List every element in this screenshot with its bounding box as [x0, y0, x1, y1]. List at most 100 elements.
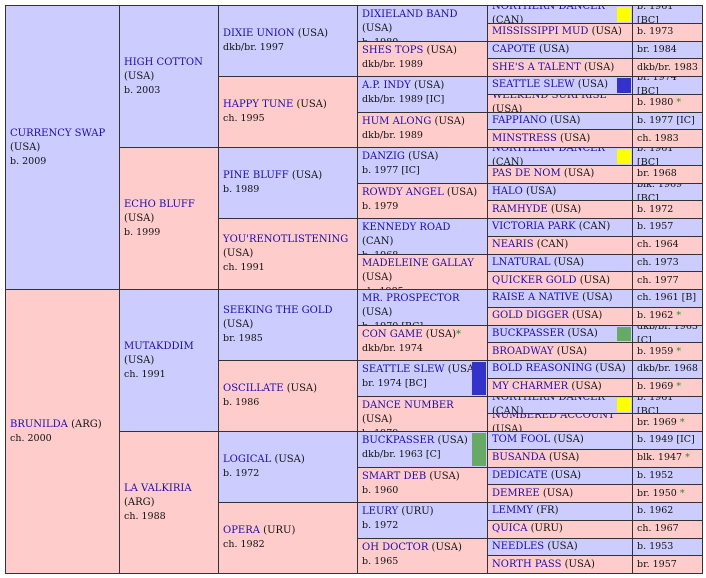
- horse-name-link[interactable]: QUICA: [492, 523, 528, 535]
- horse-name-link[interactable]: MUTAKDDIM: [124, 340, 194, 352]
- horse-name-link[interactable]: HUM ALONG: [362, 115, 432, 127]
- horse-country: (USA): [288, 170, 323, 181]
- horse-name-link[interactable]: VICTORIA PARK: [492, 221, 576, 233]
- horse-name-link[interactable]: NEEDLES: [492, 540, 545, 552]
- horse-name-link[interactable]: RAISE A NATIVE: [492, 292, 579, 304]
- horse-info-line: b. 1972: [637, 203, 698, 217]
- horse-name-link[interactable]: HAPPY TUNE: [223, 99, 294, 110]
- horse-name-link[interactable]: PINE BLUFF: [223, 170, 289, 181]
- g5-horse-name-cell: DEDICATE (USA): [487, 466, 633, 486]
- horse-name-link[interactable]: DEMREE: [492, 487, 540, 499]
- horse-name-link[interactable]: NORTH PASS: [492, 558, 562, 570]
- horse-info: b. 2009: [10, 155, 47, 167]
- horse-info: blk. 1947: [637, 452, 683, 464]
- g4-horse-cell: MADELEINE GALLAY (USA)ch. 1985: [357, 253, 488, 290]
- horse-info-line: br. 1968: [637, 167, 698, 181]
- horse-name-link[interactable]: WEEKEND SURPRISE: [492, 93, 607, 102]
- horse-name-link[interactable]: DANZIG: [362, 151, 405, 162]
- horse-name-link[interactable]: NEARIS: [492, 239, 534, 251]
- horse-name-link[interactable]: MINSTRESS: [492, 132, 557, 144]
- horse-info: b. 1973: [637, 26, 674, 38]
- horse-name-link[interactable]: BOLD REASONING: [492, 363, 593, 375]
- horse-info: b. 1962: [637, 505, 674, 517]
- horse-name-link[interactable]: LOGICAL: [223, 454, 272, 465]
- horse-name-link[interactable]: PAS DE NOM: [492, 168, 561, 180]
- horse-name-link[interactable]: BUSANDA: [492, 452, 546, 464]
- g5-horse-info-cell: ch. 1964: [632, 235, 703, 255]
- horse-name-link[interactable]: LEMMY: [492, 505, 534, 517]
- horse-name-link[interactable]: CAPOTE: [492, 43, 536, 55]
- horse-name-link[interactable]: OPERA: [223, 525, 260, 536]
- horse-info: b. 1972: [223, 468, 260, 479]
- horse-name-link[interactable]: LNATURAL: [492, 256, 551, 268]
- g5-horse-info-cell: br. 1984: [632, 40, 703, 60]
- horse-name-link[interactable]: SEATTLE SLEW: [362, 364, 445, 375]
- horse-info: dkb/br. 1983: [637, 61, 698, 73]
- horse-name-line: OSCILLATE (USA): [223, 382, 353, 396]
- horse-name-link[interactable]: KENNEDY ROAD: [362, 222, 451, 233]
- horse-name-link[interactable]: DEDICATE: [492, 469, 548, 481]
- horse-name-link[interactable]: SEATTLE SLEW: [492, 79, 575, 91]
- horse-name-link[interactable]: NORTHERN DANCER: [492, 147, 605, 155]
- g5-horse-info-cell: ch. 1983: [632, 129, 703, 148]
- horse-name-link[interactable]: FAPPIANO: [492, 114, 547, 126]
- horse-info-line: b. 1961 [BC]: [637, 6, 698, 23]
- horse-name-link[interactable]: BRUNILDA: [10, 418, 68, 430]
- horse-name-link[interactable]: QUICKER GOLD: [492, 274, 577, 286]
- horse-name-link[interactable]: SMART DEB: [362, 470, 427, 482]
- horse-country: (USA): [556, 132, 591, 144]
- horse-info-line: br. 1974 [BC]: [637, 77, 698, 94]
- horse-country: (USA): [294, 28, 329, 39]
- horse-name-link[interactable]: SHES TOPS: [362, 44, 424, 56]
- horse-name-link[interactable]: MADELEINE GALLAY: [362, 257, 474, 269]
- horse-name-link[interactable]: SEEKING THE GOLD: [223, 305, 333, 316]
- horse-name-link[interactable]: SHE'S A TALENT: [492, 61, 581, 73]
- horse-country: (USA): [547, 203, 582, 215]
- horse-name-line: FAPPIANO (USA): [492, 114, 628, 128]
- horse-name-link[interactable]: HIGH COTTON: [124, 56, 203, 68]
- g5-horse-info-cell: blk. 1947 *: [632, 448, 703, 468]
- horse-name-link[interactable]: MISSISSIPPI MUD: [492, 26, 589, 38]
- horse-name-link[interactable]: NUMBERED ACCOUNT: [492, 413, 615, 421]
- horse-name-link[interactable]: DIXIELAND BAND: [362, 9, 458, 20]
- horse-name-line: HIGH COTTON (USA): [124, 56, 214, 84]
- horse-name-link[interactable]: A.P. INDY: [362, 80, 411, 91]
- horse-name-link[interactable]: OSCILLATE: [223, 383, 284, 394]
- horse-name-link[interactable]: MY CHARMER: [492, 381, 569, 393]
- horse-country: (USA): [564, 327, 598, 339]
- horse-info: ch. 1995: [223, 113, 265, 124]
- horse-name-link[interactable]: DANCE NUMBER: [362, 399, 454, 411]
- horse-name-link[interactable]: LA VALKIRIA: [124, 482, 192, 494]
- g4-horse-cell: DANCE NUMBER (USA)b. 1979: [357, 395, 488, 432]
- g5-horse-name-cell: HALO (USA): [487, 182, 633, 202]
- horse-name-link[interactable]: GOLD DIGGER: [492, 310, 569, 322]
- horse-name-link[interactable]: NORTHERN DANCER: [492, 395, 605, 403]
- horse-name-link[interactable]: MR. PROSPECTOR: [362, 293, 460, 304]
- horse-name-line: LNATURAL (USA): [492, 256, 628, 270]
- g5-horse-name-cell: MISSISSIPPI MUD (USA): [487, 22, 633, 42]
- horse-name-link[interactable]: CURRENCY SWAP: [10, 127, 106, 139]
- horse-country: (USA): [362, 271, 393, 283]
- horse-name-link[interactable]: BUCKPASSER: [492, 327, 565, 339]
- horse-name-link[interactable]: NORTHERN DANCER: [492, 5, 605, 13]
- horse-name-link[interactable]: ECHO BLUFF: [124, 198, 195, 210]
- g5-horse-name-cell: LEMMY (FR): [487, 502, 633, 521]
- horse-name-line: QUICKER GOLD (USA): [492, 274, 628, 288]
- horse-name-line: MUTAKDDIM (USA): [124, 340, 214, 368]
- horse-name-link[interactable]: RAMHYDE: [492, 203, 548, 215]
- g5-horse-name-cell: MINSTRESS (USA): [487, 129, 633, 148]
- horse-name-link[interactable]: OH DOCTOR: [362, 541, 429, 553]
- color-swatch: [617, 326, 631, 342]
- horse-name-link[interactable]: CON GAME: [362, 328, 423, 340]
- g5-horse-info-cell: blk. 1969 [BC]: [632, 182, 703, 202]
- horse-info: b. 1952: [637, 469, 674, 481]
- horse-name-link[interactable]: HALO: [492, 185, 523, 197]
- horse-name-link[interactable]: LEURY: [362, 506, 399, 517]
- horse-name-link[interactable]: BUCKPASSER: [362, 435, 435, 446]
- horse-name-link[interactable]: DIXIE UNION: [223, 28, 295, 39]
- horse-name-link[interactable]: BROADWAY: [492, 345, 554, 357]
- horse-name-link[interactable]: YOU'RENOTLISTENING: [223, 234, 349, 245]
- horse-info-line: ch. 1977: [637, 274, 698, 288]
- horse-name-link[interactable]: TOM FOOL: [492, 434, 551, 446]
- horse-name-link[interactable]: ROWDY ANGEL: [362, 186, 444, 198]
